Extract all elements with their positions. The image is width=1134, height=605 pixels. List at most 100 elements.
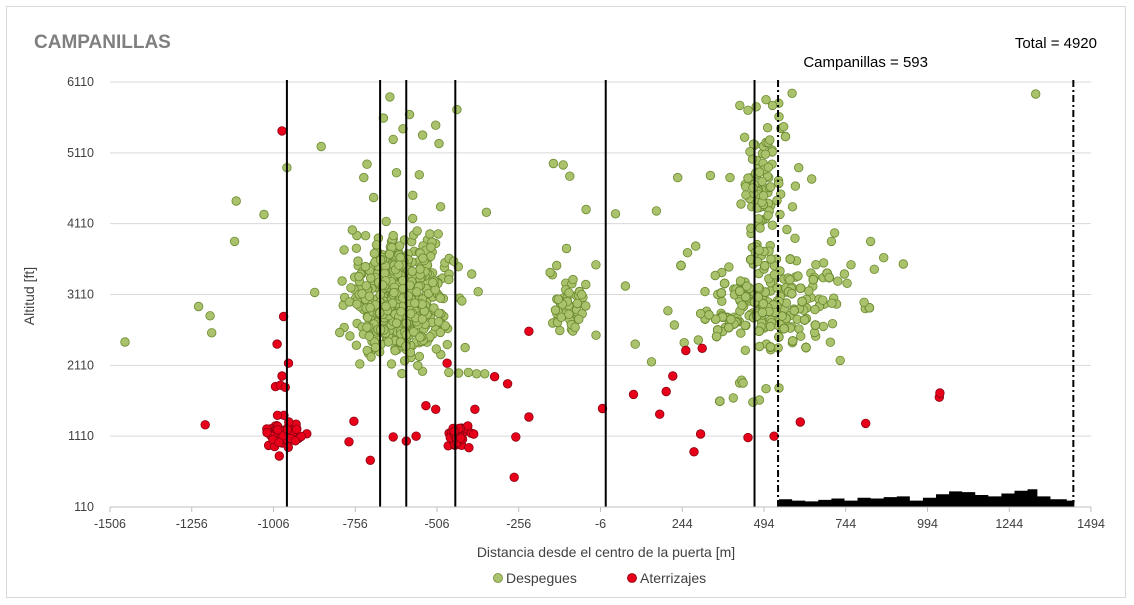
data-point <box>810 320 821 330</box>
data-point <box>682 247 693 258</box>
data-point <box>827 298 837 309</box>
data-point <box>366 273 376 283</box>
data-point <box>735 286 745 296</box>
data-point <box>552 260 562 271</box>
legend: Despegues Aterrizajes <box>493 570 706 586</box>
data-point <box>762 122 773 133</box>
data-point <box>408 213 418 224</box>
x-tick-label: -1506 <box>94 517 126 531</box>
data-point <box>408 190 418 201</box>
data-point <box>695 308 706 319</box>
series-despegues <box>120 88 1041 407</box>
data-point <box>695 429 706 439</box>
data-point <box>460 342 470 353</box>
data-point <box>489 372 500 382</box>
data-point <box>381 216 391 227</box>
data-point <box>676 260 686 271</box>
data-point <box>785 275 795 285</box>
data-point <box>351 340 362 351</box>
data-point <box>827 319 838 329</box>
data-point <box>825 337 836 347</box>
data-point <box>859 297 869 308</box>
grid-lines <box>110 81 1091 437</box>
data-point <box>262 427 272 438</box>
data-point <box>473 287 483 297</box>
data-point <box>775 209 785 220</box>
data-point <box>229 236 240 247</box>
data-point <box>418 253 428 263</box>
data-series <box>120 88 1041 483</box>
terrain-silhouette <box>779 489 1075 507</box>
data-point <box>719 278 730 289</box>
data-point <box>754 326 764 336</box>
data-point <box>630 339 640 349</box>
data-point <box>388 432 398 442</box>
data-point <box>553 294 564 304</box>
data-point <box>414 170 425 180</box>
data-point <box>274 437 284 448</box>
data-point <box>861 418 871 429</box>
data-point <box>457 296 467 306</box>
data-point <box>795 417 806 427</box>
data-point <box>449 256 459 266</box>
legend-label: Despegues <box>506 570 577 586</box>
data-point <box>413 360 423 371</box>
data-point <box>811 260 821 270</box>
data-point <box>409 327 419 337</box>
data-point <box>364 331 375 341</box>
data-point <box>456 433 466 443</box>
data-point <box>743 173 753 183</box>
data-point <box>361 281 371 291</box>
data-point <box>480 369 490 379</box>
data-point <box>464 443 474 453</box>
data-point <box>740 320 750 331</box>
x-tick-label: 494 <box>754 517 775 531</box>
data-point <box>404 109 415 120</box>
data-point <box>760 149 771 160</box>
data-point <box>741 190 751 200</box>
data-point <box>739 132 750 143</box>
data-point <box>767 100 778 111</box>
data-point <box>272 410 283 421</box>
data-point <box>411 431 421 441</box>
data-point <box>272 339 282 349</box>
y-tick-label: 1110 <box>68 429 94 443</box>
data-point <box>434 138 444 149</box>
data-point <box>347 225 358 235</box>
data-point <box>591 330 601 340</box>
x-tick-label: -1006 <box>258 517 290 531</box>
data-point <box>737 300 747 310</box>
data-point <box>397 368 407 379</box>
data-point <box>274 451 285 461</box>
x-tick-label: 1494 <box>1077 517 1105 531</box>
data-point <box>790 233 800 244</box>
data-point <box>766 254 776 264</box>
data-point <box>354 271 364 282</box>
data-point <box>787 88 797 99</box>
data-point <box>193 301 204 312</box>
data-point <box>442 358 452 368</box>
data-point <box>290 436 301 446</box>
legend-marker <box>627 573 637 583</box>
data-point <box>711 331 722 342</box>
data-point <box>452 104 462 115</box>
data-point <box>435 293 446 303</box>
data-point <box>360 261 371 272</box>
data-point <box>735 100 745 111</box>
data-point <box>386 359 397 369</box>
data-point <box>788 336 798 346</box>
data-point <box>807 174 817 184</box>
data-point <box>391 318 402 328</box>
data-point <box>935 388 945 398</box>
campanillas-annotation: Campanillas = 593 <box>803 54 928 71</box>
data-point <box>502 379 513 389</box>
data-point <box>481 207 492 218</box>
y-tick-label: 4110 <box>67 217 94 231</box>
data-point <box>407 266 417 277</box>
data-point <box>751 102 761 112</box>
x-axis-label: Distancia desde el centro de la puerta [… <box>477 544 735 560</box>
data-point <box>351 243 362 254</box>
data-point <box>597 403 608 414</box>
data-point <box>399 356 410 366</box>
data-point <box>835 355 845 366</box>
